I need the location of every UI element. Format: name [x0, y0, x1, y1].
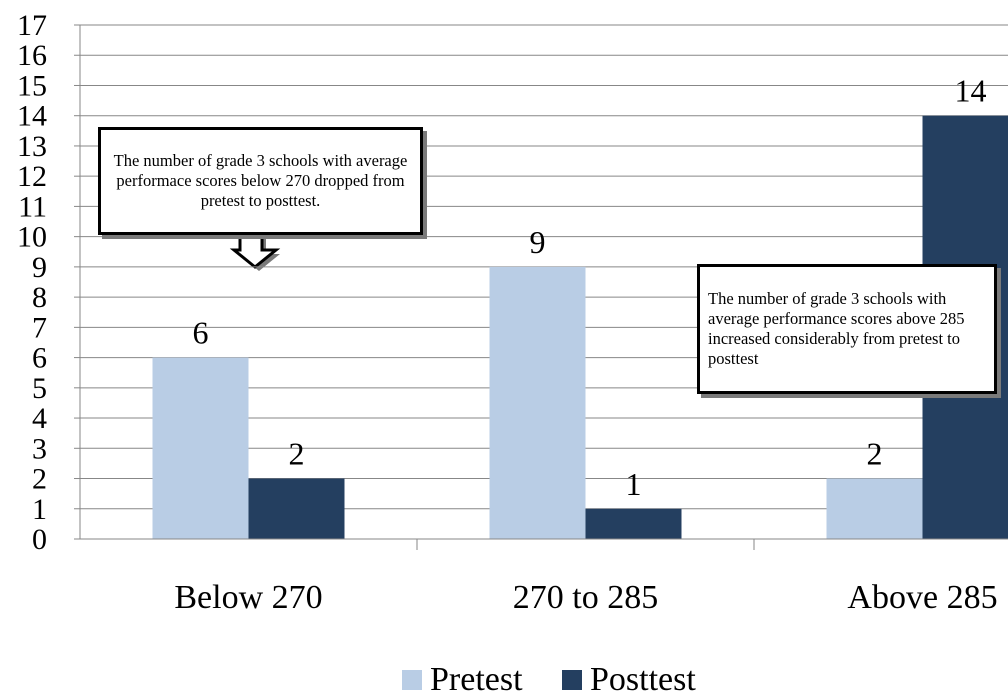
y-tick-label-2: 2 — [32, 463, 47, 496]
data-label: 14 — [955, 73, 987, 109]
bar-posttest-2 — [585, 508, 682, 539]
y-tick-label-14: 14 — [17, 100, 47, 133]
y-tick-label-15: 15 — [17, 69, 47, 102]
legend-label-pretest: Pretest — [430, 661, 523, 696]
y-tick-label-11: 11 — [18, 190, 47, 223]
x-tick-label: Below 270 — [174, 579, 322, 616]
bar-pretest-3 — [826, 478, 923, 539]
legend-swatch-posttest — [562, 670, 582, 690]
data-label: 2 — [867, 436, 883, 472]
callout-arrow — [229, 231, 281, 269]
x-tick-label: 270 to 285 — [513, 579, 658, 616]
y-tick-label-8: 8 — [32, 281, 47, 314]
y-tick-label-5: 5 — [32, 372, 47, 405]
bar-posttest-1 — [248, 478, 345, 539]
data-label: 1 — [626, 466, 642, 502]
annotation-above-285: The number of grade 3 schools with avera… — [697, 264, 997, 394]
data-label: 6 — [193, 315, 209, 351]
data-label: 9 — [530, 224, 546, 260]
bar-pretest-2 — [489, 266, 586, 539]
x-tick-label: Above 285 — [847, 579, 997, 616]
y-tick-label-13: 13 — [17, 130, 47, 163]
y-tick-label-3: 3 — [32, 432, 47, 465]
legend-swatch-pretest — [402, 670, 422, 690]
annotation-below-270: The number of grade 3 schools with avera… — [98, 127, 423, 235]
data-label: 2 — [289, 436, 305, 472]
data-labels: 6 2 9 1 2 14 — [193, 73, 987, 502]
legend-label-posttest: Posttest — [590, 661, 696, 696]
y-tick-label-12: 12 — [17, 160, 47, 193]
y-tick-label-16: 16 — [17, 39, 47, 72]
y-tick-label-7: 7 — [32, 311, 47, 344]
y-tick-label-0: 0 — [32, 523, 47, 556]
bars — [152, 115, 1008, 540]
legend: Pretest Posttest — [402, 661, 696, 696]
y-tick-label-9: 9 — [32, 251, 47, 284]
y-tick-label-10: 10 — [17, 221, 47, 254]
y-tick-label-1: 1 — [32, 493, 47, 526]
y-tick-label-6: 6 — [32, 342, 47, 375]
y-tick-label-4: 4 — [32, 402, 47, 435]
y-tick-label-17: 17 — [17, 9, 47, 42]
bar-pretest-1 — [152, 357, 249, 539]
